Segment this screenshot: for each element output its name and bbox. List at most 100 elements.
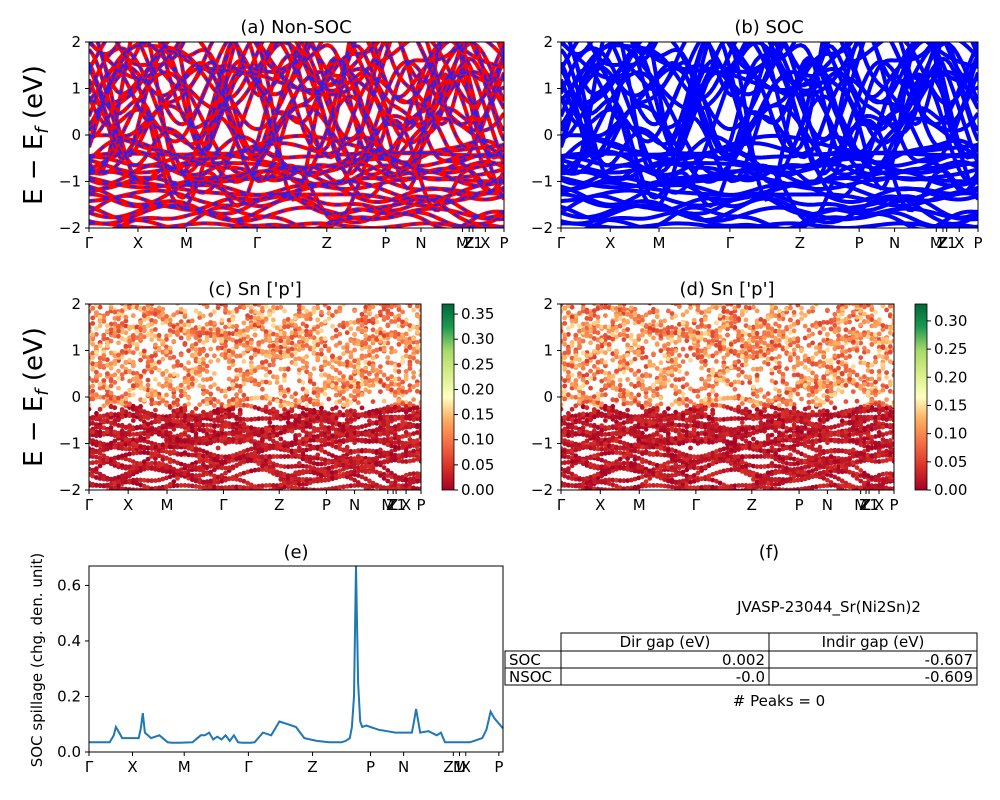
projection-point [370, 368, 376, 374]
projection-point [348, 416, 354, 422]
projection-point [160, 292, 165, 297]
projection-point [352, 369, 357, 375]
projection-point [836, 476, 841, 482]
projection-point [167, 413, 173, 419]
projection-point [267, 308, 273, 314]
projection-point [326, 296, 331, 301]
projection-point [359, 412, 365, 417]
projection-point [267, 455, 273, 460]
projection-point [278, 304, 284, 310]
projection-point [371, 295, 376, 300]
projection-point [330, 470, 335, 475]
projection-point [710, 472, 716, 477]
projection-point [171, 312, 177, 318]
projection-point [389, 427, 394, 432]
projection-point [197, 455, 203, 461]
projection-point [108, 404, 114, 410]
projection-point [341, 377, 346, 383]
projection-point [160, 416, 166, 422]
projection-point [392, 440, 398, 445]
projection-point [116, 417, 121, 423]
projection-point [108, 399, 114, 405]
projection-point [274, 325, 280, 331]
projection-point [374, 376, 380, 382]
projection-point [271, 415, 276, 421]
projection-point [400, 309, 405, 315]
projection-point [252, 322, 258, 328]
projection-point [389, 440, 394, 445]
projection-point [606, 487, 612, 490]
projection-point [260, 325, 265, 330]
panel-a-bands [89, 42, 504, 228]
projection-point [359, 455, 365, 461]
projection-point [370, 334, 376, 339]
projection-point [127, 305, 132, 310]
projection-point [374, 287, 379, 292]
projection-point [263, 409, 269, 414]
projection-point [300, 463, 306, 469]
projection-point [352, 320, 357, 325]
projection-point [112, 429, 118, 435]
projection-point [234, 376, 240, 381]
projection-point [285, 480, 291, 485]
projection-point [127, 446, 132, 452]
projection-point [374, 414, 380, 419]
projection-point [189, 369, 195, 375]
projection-point [197, 414, 203, 420]
band-line [113, 211, 504, 228]
projection-point [178, 438, 184, 444]
projection-point [223, 435, 228, 441]
projection-point [186, 445, 192, 451]
projection-point [378, 473, 383, 478]
projection-point [267, 409, 273, 414]
projection-point [274, 440, 280, 446]
projection-point [271, 308, 276, 314]
projection-point [411, 417, 416, 422]
projection-point [337, 355, 343, 361]
projection-point [400, 415, 405, 421]
projection-point [304, 413, 309, 419]
projection-point [160, 429, 166, 434]
projection-point [396, 369, 402, 374]
projection-point [94, 350, 99, 355]
projection-point [226, 365, 232, 371]
projection-point [264, 491, 269, 496]
projection-point [204, 401, 210, 406]
projection-point [226, 465, 232, 471]
projection-point [381, 314, 387, 320]
projection-point [201, 356, 206, 362]
projection-point [359, 448, 365, 454]
projection-point [149, 369, 155, 375]
projection-point [385, 404, 391, 410]
projection-point [105, 339, 110, 345]
projection-point [403, 376, 409, 382]
projection-point [223, 440, 228, 446]
projection-point [411, 339, 416, 345]
projection-point [204, 479, 210, 485]
projection-point [319, 478, 324, 483]
projection-point [186, 384, 192, 390]
projection-point [389, 406, 394, 412]
projection-point [378, 379, 383, 384]
projection-point [263, 372, 269, 378]
projection-point [333, 460, 339, 466]
projection-point [356, 283, 361, 288]
projection-point [182, 328, 188, 333]
projection-point [341, 351, 346, 357]
projection-point [94, 310, 99, 315]
projection-point [319, 437, 324, 443]
projection-point [669, 484, 675, 490]
projection-point [315, 444, 321, 450]
projection-point [149, 431, 155, 437]
projection-point [381, 340, 387, 346]
projection-point [403, 337, 409, 342]
projection-point [389, 349, 394, 355]
projection-point [130, 413, 136, 419]
projection-point [127, 423, 132, 428]
projection-point [776, 487, 782, 490]
projection-point [315, 305, 321, 311]
projection-point [219, 408, 225, 413]
projection-point [315, 330, 321, 335]
projection-point [389, 374, 394, 380]
projection-point [374, 285, 379, 290]
